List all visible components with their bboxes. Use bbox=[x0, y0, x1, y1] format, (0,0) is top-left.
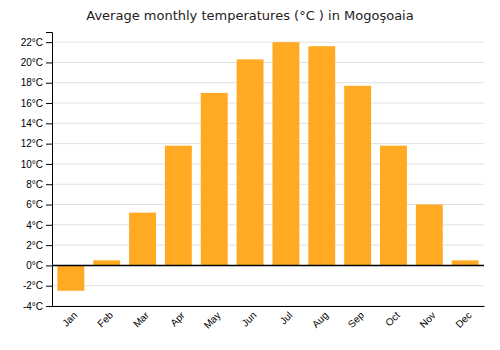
grid-line bbox=[52, 42, 484, 43]
y-tick: 6°C bbox=[26, 199, 52, 210]
x-tick-label: Sep bbox=[346, 309, 367, 330]
bar bbox=[201, 93, 228, 266]
x-tick: Sep bbox=[346, 309, 367, 330]
y-tick-mark bbox=[46, 62, 52, 63]
bar bbox=[93, 260, 120, 265]
y-tick-mark bbox=[46, 144, 52, 145]
y-tick-mark bbox=[46, 306, 52, 307]
x-axis: Jan Feb Mar Apr May Jun Jul Aug Sep Oct Nov Dec bbox=[53, 307, 485, 331]
x-axis-line bbox=[53, 306, 485, 307]
y-tick-label: 22°C bbox=[21, 37, 43, 48]
y-tick-label: 20°C bbox=[21, 57, 43, 68]
y-tick-label: 14°C bbox=[21, 118, 43, 129]
x-tick-label: Apr bbox=[168, 309, 187, 328]
grid-line bbox=[52, 163, 484, 164]
grid-line bbox=[52, 184, 484, 185]
x-tick-label: Oct bbox=[383, 309, 402, 328]
y-tick: 2°C bbox=[26, 240, 52, 251]
x-tick-label: Jul bbox=[278, 310, 295, 327]
y-tick: 18°C bbox=[21, 77, 52, 88]
grid-line bbox=[52, 62, 484, 63]
y-tick-mark bbox=[46, 205, 52, 206]
y-tick-label: 16°C bbox=[21, 98, 43, 109]
y-tick-mark bbox=[46, 42, 52, 43]
x-tick: Feb bbox=[95, 309, 115, 329]
bar bbox=[272, 42, 299, 265]
x-tick-label: Jun bbox=[239, 310, 258, 329]
bar bbox=[344, 86, 371, 266]
y-tick: 14°C bbox=[21, 118, 52, 129]
y-tick-label: 0°C bbox=[26, 260, 43, 271]
bar bbox=[237, 59, 264, 265]
y-tick-mark bbox=[46, 83, 52, 84]
grid-line bbox=[52, 123, 484, 124]
y-tick-mark bbox=[46, 123, 52, 124]
y-axis-line bbox=[46, 33, 53, 307]
zero-line bbox=[52, 265, 484, 267]
x-tick: Jan bbox=[60, 310, 79, 329]
x-tick-label: Dec bbox=[453, 310, 473, 330]
bar bbox=[165, 146, 192, 266]
y-tick-label: 4°C bbox=[26, 220, 43, 231]
bar bbox=[380, 146, 407, 266]
y-tick-mark bbox=[46, 286, 52, 287]
y-tick-label: -4°C bbox=[23, 301, 43, 312]
grid-line bbox=[52, 265, 484, 266]
grid-line bbox=[52, 143, 484, 144]
y-tick-label: 2°C bbox=[26, 240, 43, 251]
bar bbox=[452, 260, 479, 265]
y-tick-label: 12°C bbox=[21, 138, 43, 149]
y-tick: 4°C bbox=[26, 220, 52, 231]
y-tick: 16°C bbox=[21, 98, 52, 109]
x-tick: May bbox=[202, 310, 223, 331]
grid-line bbox=[52, 103, 484, 104]
x-tick-label: Feb bbox=[95, 309, 115, 329]
y-tick: -4°C bbox=[23, 301, 52, 312]
chart: -4°C -2°C 0°C 2°C 4°C 6°C 8°C 10°C 12°C 14°C 16°C 1… bbox=[0, 0, 500, 350]
y-tick: 8°C bbox=[26, 179, 52, 190]
y-tick-mark bbox=[46, 103, 52, 104]
y-tick-mark bbox=[46, 184, 52, 185]
y-tick: 20°C bbox=[21, 57, 52, 68]
y-tick-label: 8°C bbox=[26, 179, 43, 190]
y-tick-mark bbox=[46, 164, 52, 165]
x-tick: Oct bbox=[383, 309, 402, 328]
y-tick-label: 18°C bbox=[21, 77, 43, 88]
bars bbox=[57, 42, 478, 291]
grid bbox=[52, 42, 484, 306]
x-tick-label: May bbox=[202, 310, 223, 331]
y-tick-label: 10°C bbox=[21, 159, 43, 170]
x-tick-label: Aug bbox=[310, 310, 330, 330]
plot-area: -4°C -2°C 0°C 2°C 4°C 6°C 8°C 10°C 12°C 14°C 16°C 1… bbox=[21, 33, 485, 331]
x-tick: Apr bbox=[168, 309, 187, 328]
x-tick: Jun bbox=[239, 310, 258, 329]
title: Average monthly temperatures (°C ) in Mo… bbox=[86, 8, 413, 23]
y-tick: 12°C bbox=[21, 138, 52, 149]
y-tick-label: 6°C bbox=[26, 199, 43, 210]
y-tick-mark bbox=[46, 265, 52, 266]
y-tick-mark bbox=[46, 245, 52, 246]
x-tick-label: Nov bbox=[417, 310, 437, 330]
x-tick-label: Jan bbox=[60, 310, 79, 329]
bar bbox=[308, 46, 335, 265]
y-tick: 0°C bbox=[26, 260, 52, 271]
grid-line bbox=[52, 82, 484, 83]
y-tick-mark bbox=[46, 225, 52, 226]
x-tick-label: Mar bbox=[131, 309, 151, 329]
y-tick-label: -2°C bbox=[23, 280, 43, 291]
x-tick: Aug bbox=[310, 310, 330, 330]
y-tick: 10°C bbox=[21, 159, 52, 170]
bar bbox=[129, 213, 156, 266]
x-tick: Nov bbox=[417, 310, 437, 330]
y-axis: -4°C -2°C 0°C 2°C 4°C 6°C 8°C 10°C 12°C 14°C 16°C 1… bbox=[21, 33, 53, 312]
x-tick: Dec bbox=[453, 310, 473, 330]
bar bbox=[57, 265, 84, 290]
y-tick: -2°C bbox=[23, 280, 52, 291]
grid-line bbox=[52, 306, 484, 307]
x-tick: Jul bbox=[278, 310, 295, 327]
y-tick: 22°C bbox=[21, 37, 52, 48]
grid-line bbox=[52, 285, 484, 286]
x-tick: Mar bbox=[131, 309, 151, 329]
bar bbox=[416, 205, 443, 266]
